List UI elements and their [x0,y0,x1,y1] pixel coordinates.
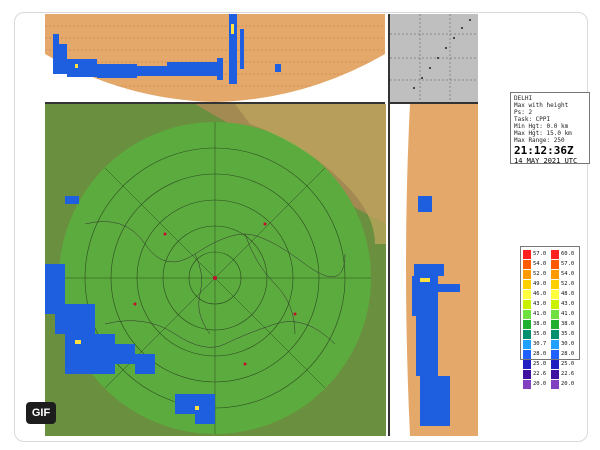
legend-swatch [523,249,531,259]
legend-value-right: 35.0 [561,331,575,337]
max-range: Max Range: 250 [514,137,565,144]
legend-swatch [523,339,531,349]
legend-value-right: 25.0 [561,361,575,367]
legend-value-left: 38.0 [533,321,547,327]
scan-time: 21:12:36Z [514,144,574,157]
legend-row: 52.0 54.0 [523,269,577,279]
right-cross-section [388,104,478,436]
min-height: Min Hgt: 0.0 km [514,123,569,130]
legend-value-left: 54.0 [533,261,547,267]
legend-value-right: 60.0 [561,251,575,257]
legend-value-right: 28.0 [561,351,575,357]
product-name: Max with height [514,102,569,109]
legend-swatch [523,299,531,309]
legend-swatch [523,369,531,379]
reflectivity-legend: 57.0 60.0 54.0 57.0 52.0 54.0 49.0 52.0 46.0 48.0… [520,246,580,389]
legend-row: 30.7 30.0 [523,339,577,349]
right-echo-cells [412,196,460,426]
legend-swatch [523,349,531,359]
legend-value-left: 30.7 [533,341,547,347]
legend-swatch [523,259,531,269]
legend-row: 54.0 57.0 [523,259,577,269]
legend-swatch [551,259,559,269]
legend-value-left: 28.0 [533,351,547,357]
district-boundaries [84,221,346,348]
legend-value-left: 46.0 [533,291,547,297]
legend-swatch [551,309,559,319]
legend-swatch [551,279,559,289]
top-echo-cells [53,14,281,84]
legend-swatch [551,299,559,309]
legend-swatch [523,309,531,319]
scan-date: 14 MAY 2021 UTC [514,157,578,165]
legend-swatch [551,339,559,349]
legend-swatch [523,279,531,289]
legend-row: 28.0 28.0 [523,349,577,359]
radar-ppi-map [45,104,386,436]
legend-value-right: 22.6 [561,371,575,377]
legend-value-right: 38.0 [561,321,575,327]
legend-row: 57.0 60.0 [523,249,577,259]
legend-swatch [551,269,559,279]
legend-row: 46.0 48.0 [523,289,577,299]
legend-row: 22.6 22.6 [523,369,577,379]
max-height: Max Hgt: 15.0 km [514,130,572,137]
legend-swatch [551,289,559,299]
legend-value-left: 35.0 [533,331,547,337]
legend-swatch [551,349,559,359]
radar-map-plot [45,104,386,436]
corner-scale-plot [390,14,478,102]
legend-value-right: 48.0 [561,291,575,297]
legend-swatch [551,379,559,389]
legend-row: 35.0 35.0 [523,329,577,339]
legend-value-left: 49.0 [533,281,547,287]
legend-value-left: 57.0 [533,251,547,257]
legend-swatch [551,359,559,369]
top-cross-section [45,14,385,104]
legend-swatch [523,319,531,329]
legend-value-right: 41.0 [561,311,575,317]
legend-value-left: 25.0 [533,361,547,367]
legend-value-left: 22.6 [533,371,547,377]
ppi-echo-cells [45,196,215,424]
gif-badge[interactable]: GIF [26,402,56,424]
legend-swatch [523,379,531,389]
legend-value-left: 52.0 [533,271,547,277]
legend-value-right: 30.0 [561,341,575,347]
legend-row: 38.0 38.0 [523,319,577,329]
legend-value-right: 57.0 [561,261,575,267]
legend-row: 43.0 43.0 [523,299,577,309]
task-name: Task: CPPI [514,116,551,123]
legend-swatch [551,329,559,339]
radar-info-box: DELHI Max with height Ps: 2 Task: CPPI M… [510,92,590,165]
legend-swatch [551,369,559,379]
legend-value-left: 41.0 [533,311,547,317]
legend-swatch [551,319,559,329]
top-cross-section-plot [45,14,385,102]
station-name: DELHI [514,95,533,102]
legend-value-right: 20.0 [561,381,575,387]
legend-value-right: 52.0 [561,281,575,287]
legend-swatch [551,249,559,259]
legend-swatch [523,359,531,369]
legend-value-right: 43.0 [561,301,575,307]
legend-value-left: 20.0 [533,381,547,387]
city-markers [133,222,297,366]
elevation: Ps: 2 [514,109,533,116]
legend-row: 41.0 41.0 [523,309,577,319]
legend-row: 49.0 52.0 [523,279,577,289]
corner-panel [388,14,478,104]
legend-swatch [523,329,531,339]
legend-swatch [523,289,531,299]
legend-row: 20.0 20.0 [523,379,577,389]
legend-row: 25.0 25.0 [523,359,577,369]
right-cross-section-plot [390,104,460,436]
legend-value-right: 54.0 [561,271,575,277]
legend-swatch [523,269,531,279]
legend-value-left: 43.0 [533,301,547,307]
